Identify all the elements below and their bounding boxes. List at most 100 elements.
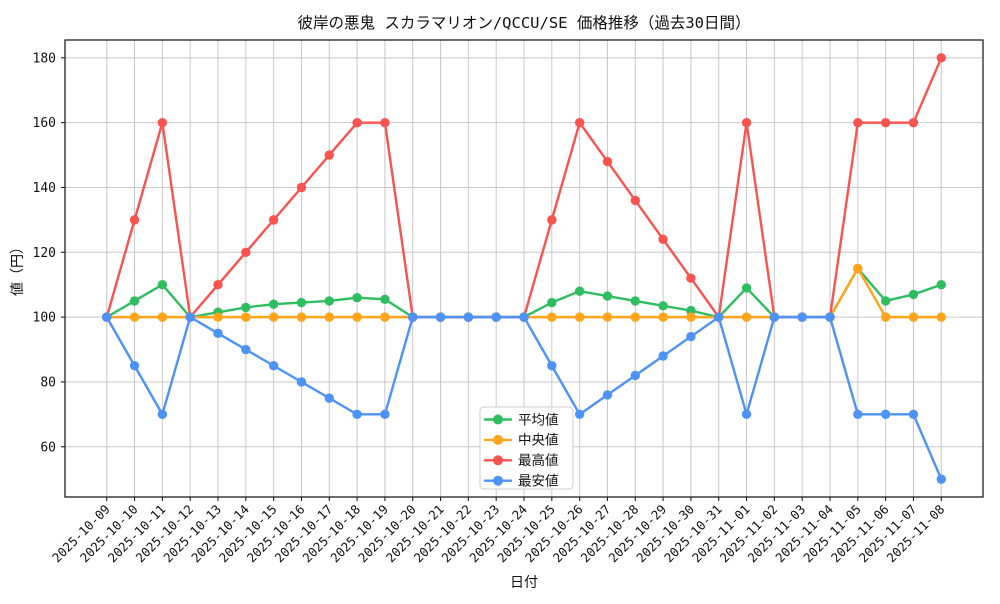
data-point-mean [296, 297, 307, 308]
data-point-min [102, 312, 112, 322]
data-point-max [380, 117, 390, 128]
data-point-median [129, 312, 140, 322]
data-point-min [324, 393, 334, 403]
data-point-min [908, 409, 919, 420]
legend-marker-mean [493, 414, 503, 425]
data-point-max [853, 117, 863, 128]
data-point-median [296, 312, 307, 322]
data-point-max [686, 273, 696, 283]
data-point-min [936, 474, 946, 484]
data-point-min [602, 390, 613, 400]
data-point-mean [936, 280, 946, 290]
data-point-median [380, 312, 390, 322]
data-point-mean [658, 301, 668, 311]
data-point-mean [157, 280, 168, 290]
data-point-max [574, 117, 585, 128]
data-point-median [268, 312, 279, 322]
data-point-mean [908, 289, 919, 300]
data-point-median [908, 312, 919, 322]
data-point-max [157, 117, 168, 128]
legend-label-median: 中央値 [518, 433, 559, 449]
data-point-min [880, 409, 891, 420]
data-point-max [741, 117, 752, 128]
legend-label-max: 最高値 [518, 452, 559, 469]
data-point-max [908, 117, 919, 128]
data-point-median [157, 312, 168, 322]
data-point-mean [352, 292, 362, 303]
data-point-min [853, 409, 863, 420]
data-point-min [157, 409, 168, 420]
data-point-mean [324, 296, 334, 306]
y-tick-label: 120 [33, 246, 56, 261]
data-point-min [658, 351, 668, 361]
data-point-median [936, 312, 946, 322]
data-point-max [352, 117, 362, 128]
data-point-mean [880, 296, 891, 306]
data-point-min [241, 344, 251, 355]
data-point-max [880, 117, 891, 128]
data-point-min [380, 409, 390, 420]
data-point-min [185, 312, 195, 322]
data-point-min [408, 312, 418, 322]
data-point-max [658, 234, 668, 245]
x-axis-title: 日付 [510, 575, 538, 591]
data-point-min [574, 409, 585, 420]
data-point-min [630, 370, 640, 381]
legend-label-mean: 平均値 [518, 412, 559, 428]
data-point-min [797, 312, 807, 322]
data-point-median [741, 312, 752, 322]
data-point-max [630, 195, 640, 206]
data-point-median [324, 312, 334, 322]
data-point-min [769, 312, 780, 322]
y-tick-label: 160 [33, 116, 56, 131]
data-point-mean [380, 294, 390, 304]
data-point-min [352, 409, 362, 420]
legend-marker-median [493, 434, 503, 445]
data-point-median [686, 312, 696, 322]
data-point-mean [630, 296, 640, 306]
data-point-min [519, 312, 529, 322]
data-point-mean [129, 296, 140, 306]
data-point-min [741, 409, 752, 420]
data-point-min [268, 361, 279, 371]
data-point-mean [241, 302, 251, 313]
data-point-min [435, 312, 446, 322]
data-point-median [241, 312, 251, 322]
data-point-max [547, 215, 557, 225]
data-point-min [463, 312, 474, 322]
data-point-min [129, 361, 140, 371]
data-point-mean [686, 305, 696, 316]
data-point-median [880, 312, 891, 322]
chart-title: 彼岸の悪鬼 スカラマリオン/QCCU/SE 価格推移（過去30日間） [298, 14, 751, 32]
y-tick-label: 100 [33, 311, 56, 326]
data-point-max [936, 53, 946, 63]
data-point-mean [741, 283, 752, 293]
data-point-max [129, 215, 140, 225]
data-point-median [574, 312, 585, 322]
data-point-min [547, 361, 557, 371]
data-point-max [296, 182, 307, 193]
data-point-median [352, 312, 362, 322]
legend-box [479, 406, 574, 490]
y-tick-label: 80 [40, 376, 56, 391]
data-point-min [213, 328, 223, 339]
data-point-median [853, 263, 863, 274]
legend-marker-max [493, 455, 503, 466]
data-point-mean [268, 299, 279, 309]
data-point-max [324, 150, 334, 160]
y-tick-label: 140 [33, 181, 56, 196]
y-tick-label: 60 [40, 440, 56, 455]
data-point-min [714, 312, 724, 322]
y-tick-label: 180 [33, 51, 56, 66]
data-point-min [686, 331, 696, 342]
data-point-max [268, 215, 279, 225]
data-point-median [213, 312, 223, 322]
data-point-median [547, 312, 557, 322]
y-axis-title: 値（円） [10, 240, 26, 296]
data-point-min [825, 312, 835, 322]
data-point-max [213, 280, 223, 290]
series-layer [102, 53, 946, 484]
